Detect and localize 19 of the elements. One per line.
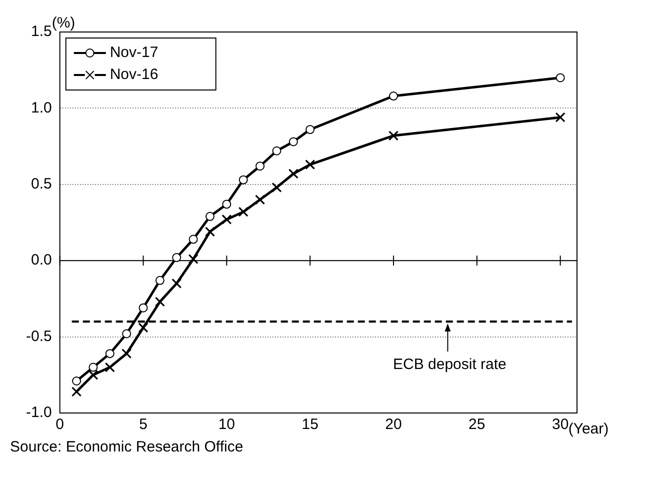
y-tick-label: 1.0 [30,99,52,116]
x-tick-label: 10 [218,416,236,434]
y-tick-label: 0.5 [30,176,52,193]
x-axis-title: (Year) [568,420,609,438]
legend-label: Nov-16 [110,66,158,84]
x-tick-label: 25 [468,416,486,434]
source-note: Source: Economic Research Office [10,438,244,456]
legend-label: Nov-17 [110,44,158,62]
y-tick-label: 1.5 [30,23,52,40]
y-axis-title: (%) [52,14,76,32]
x-tick-label: 0 [56,416,64,434]
ref-line-label: ECB deposit rate [393,356,506,374]
y-tick-label: -0.5 [26,328,52,345]
x-tick-label: 20 [385,416,402,434]
y-tick-label: -1.0 [26,404,52,422]
x-tick-label: 5 [139,416,148,434]
y-tick-label: 0.0 [30,252,52,269]
x-tick-label: 30 [552,416,569,434]
x-tick-label: 15 [302,416,318,434]
